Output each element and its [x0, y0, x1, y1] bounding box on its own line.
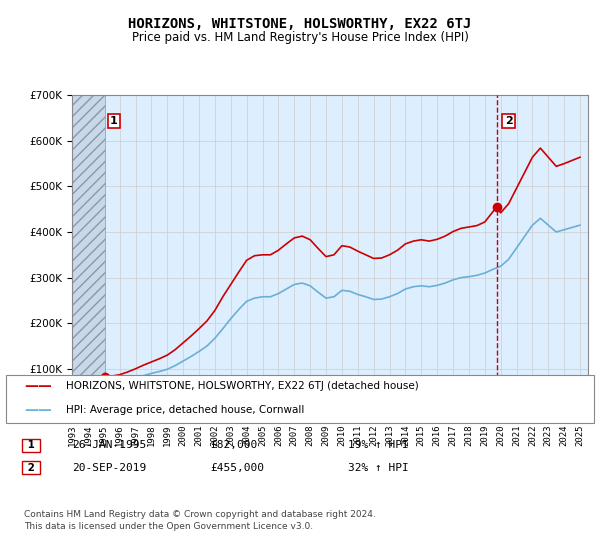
Bar [72, 95, 105, 414]
Text: £455,000: £455,000 [210, 463, 264, 473]
Text: 2: 2 [24, 463, 38, 473]
Text: 1: 1 [110, 116, 118, 126]
Text: 2: 2 [505, 116, 512, 126]
Text: HPI: Average price, detached house, Cornwall: HPI: Average price, detached house, Corn… [66, 405, 304, 416]
Text: ——: —— [24, 403, 52, 418]
Text: 32% ↑ HPI: 32% ↑ HPI [348, 463, 409, 473]
Text: HORIZONS, WHITSTONE, HOLSWORTHY, EX22 6TJ: HORIZONS, WHITSTONE, HOLSWORTHY, EX22 6T… [128, 17, 472, 31]
Text: 26-JAN-1995: 26-JAN-1995 [72, 440, 146, 450]
Text: £82,000: £82,000 [210, 440, 257, 450]
Text: 20-SEP-2019: 20-SEP-2019 [72, 463, 146, 473]
Text: 19% ↑ HPI: 19% ↑ HPI [348, 440, 409, 450]
Text: ——: —— [24, 380, 52, 393]
Text: Price paid vs. HM Land Registry's House Price Index (HPI): Price paid vs. HM Land Registry's House … [131, 31, 469, 44]
Text: 1: 1 [24, 440, 38, 450]
Text: HORIZONS, WHITSTONE, HOLSWORTHY, EX22 6TJ (detached house): HORIZONS, WHITSTONE, HOLSWORTHY, EX22 6T… [66, 381, 419, 391]
Text: Contains HM Land Registry data © Crown copyright and database right 2024.
This d: Contains HM Land Registry data © Crown c… [24, 510, 376, 531]
